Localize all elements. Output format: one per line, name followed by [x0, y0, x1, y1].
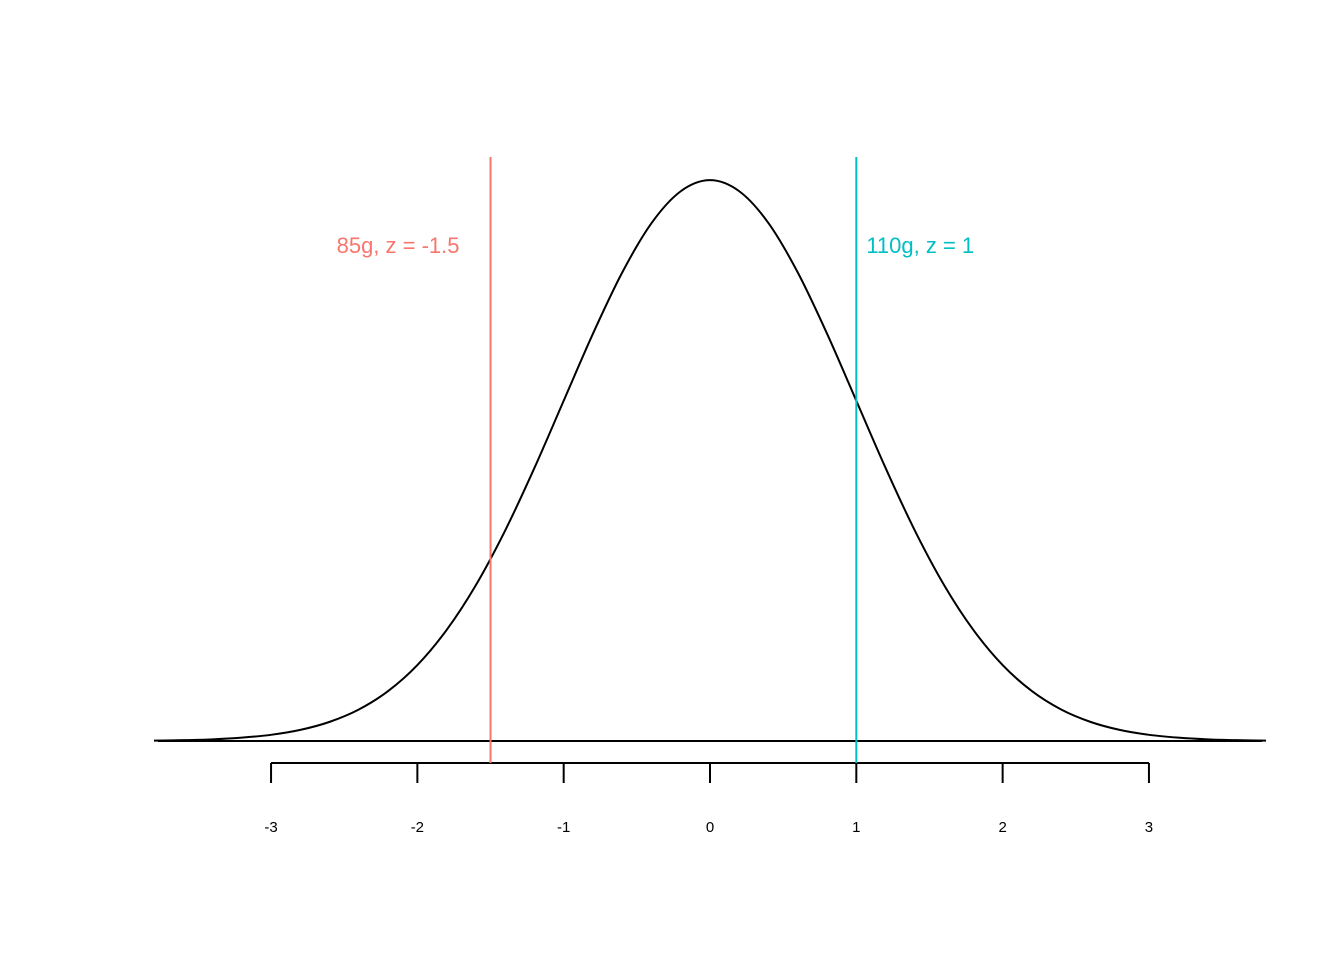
annotation: 110g, z = 1: [866, 233, 974, 258]
x-tick-label: 1: [852, 819, 860, 836]
x-tick-label: 2: [998, 819, 1006, 836]
x-tick-label: -1: [557, 819, 570, 836]
x-tick-label: -3: [264, 819, 277, 836]
x-tick-label: -2: [411, 819, 424, 836]
x-tick-label: 3: [1145, 819, 1153, 836]
density-curve: [153, 179, 1267, 742]
x-tick-label: 0: [706, 819, 714, 836]
annotation: 85g, z = -1.5: [337, 233, 460, 258]
